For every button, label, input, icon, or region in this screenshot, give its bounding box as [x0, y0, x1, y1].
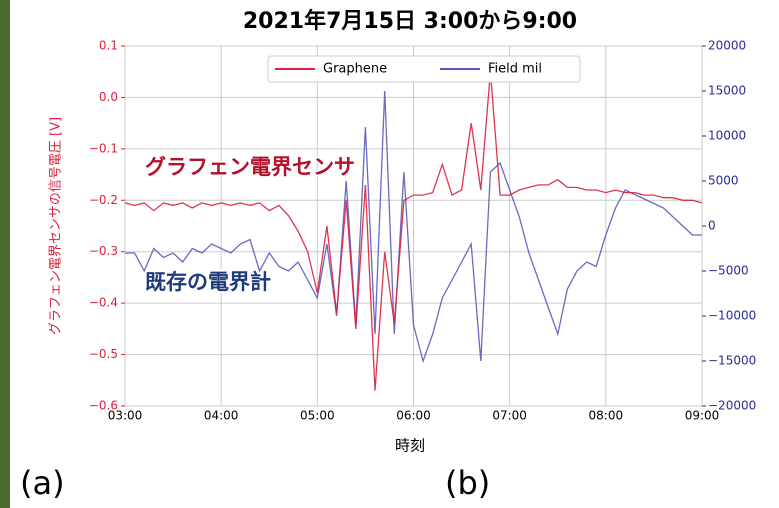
- series-line: [124, 71, 703, 391]
- y-tick-label: −0.4: [89, 296, 118, 310]
- x-tick-label: 04:00: [204, 409, 239, 423]
- y-tick-label: −0.1: [89, 141, 118, 155]
- legend-label: Graphene: [323, 62, 387, 77]
- y2-tick-label: 5000: [708, 174, 739, 188]
- y-tick-label: −0.6: [89, 399, 118, 413]
- y2-tick-label: 20000: [708, 39, 746, 53]
- y-axis-label: グラフェン電界センサの信号電圧 [V]: [49, 117, 64, 335]
- legend-label: Field mil: [488, 62, 542, 77]
- annotation: 既存の電界計: [145, 270, 271, 294]
- y-tick-label: −0.5: [89, 347, 118, 361]
- panel-label: (a): [20, 464, 65, 502]
- y2-tick-label: 0: [708, 219, 716, 233]
- chart-title: 2021年7月15日 3:00から9:00: [243, 8, 577, 34]
- y2-tick-label: 15000: [708, 84, 746, 98]
- series-line: [125, 90, 702, 364]
- x-axis-label: 時刻: [395, 437, 425, 455]
- x-tick-label: 07:00: [492, 409, 527, 423]
- annotation: グラフェン電界センサ: [145, 155, 355, 179]
- x-tick-label: 09:00: [685, 409, 720, 423]
- y2-tick-label: −20000: [708, 399, 756, 413]
- panel-label: (b): [445, 464, 490, 502]
- photo-edge: [0, 0, 10, 508]
- y-tick-label: 0.1: [99, 39, 118, 53]
- y2-tick-label: −10000: [708, 309, 756, 323]
- y2-tick-label: −15000: [708, 354, 756, 368]
- legend-box: [267, 55, 581, 83]
- x-tick-label: 03:00: [108, 409, 143, 423]
- y-tick-label: 0.0: [99, 90, 118, 104]
- x-tick-label: 06:00: [396, 409, 431, 423]
- x-tick-label: 05:00: [300, 409, 335, 423]
- y-tick-label: −0.2: [89, 193, 118, 207]
- x-tick-label: 08:00: [589, 409, 624, 423]
- y2-tick-label: 10000: [708, 129, 746, 143]
- y2-tick-label: −5000: [708, 264, 749, 278]
- y-tick-label: −0.3: [89, 244, 118, 258]
